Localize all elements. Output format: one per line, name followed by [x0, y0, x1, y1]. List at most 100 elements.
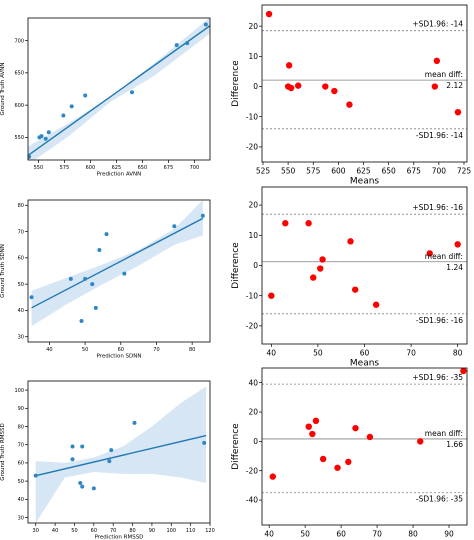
y-tick-label: 10 [248, 231, 258, 240]
y-tick-label: 40 [18, 497, 24, 503]
x-tick-label: 600 [86, 165, 96, 171]
y-tick-label: 50 [18, 282, 24, 288]
x-tick-label: 30 [33, 528, 39, 534]
data-point [454, 108, 462, 116]
x-tick-label: 90 [444, 530, 454, 539]
x-tick-label: 675 [407, 167, 422, 176]
y-tick-label: -40 [246, 496, 258, 505]
x-tick-label: 700 [190, 165, 200, 171]
y-tick-label: 50 [18, 479, 24, 485]
confidence-band [28, 18, 210, 160]
data-point [46, 130, 51, 135]
data-point [90, 282, 95, 287]
data-point [346, 101, 353, 108]
mean-difference-value: 1.66 [446, 440, 463, 449]
data-point [310, 274, 317, 281]
regression-line [35, 434, 207, 477]
data-point [287, 84, 295, 92]
x-tick-label: 50 [300, 530, 310, 539]
data-point [334, 464, 341, 471]
y-tick-label: 0 [253, 82, 258, 91]
data-point [39, 134, 44, 139]
x-tick-label: 120 [205, 528, 215, 534]
data-point [305, 220, 312, 227]
data-point [33, 473, 38, 478]
plot-area [28, 18, 210, 160]
plot-area [262, 368, 467, 494]
avnn-regression-panel: 550 575 600 625 650 675 700 550 600 650 700 Predict… [0, 17, 211, 178]
data-point [29, 295, 34, 300]
y-tick-label: 70 [18, 229, 24, 235]
data-point [200, 213, 205, 218]
data-point [319, 455, 327, 463]
data-point [309, 430, 316, 438]
mean-difference-value: 1.24 [446, 263, 463, 272]
data-point [43, 136, 48, 141]
axes-frame [27, 380, 211, 524]
y-tick-label: 80 [18, 424, 24, 430]
lower-limit-label: -SD1.96: -16 [416, 316, 463, 325]
upper-limit-label: +SD1.96: -16 [412, 203, 463, 212]
axes-frame [261, 4, 468, 163]
x-tick-label: 60 [360, 349, 370, 358]
plot-area [33, 386, 207, 523]
y-tick-label: 10 [248, 52, 258, 61]
data-point [282, 220, 289, 227]
x-tick-label: 80 [189, 347, 195, 353]
data-point [97, 247, 102, 252]
x-tick-label: 80 [129, 528, 135, 534]
data-point [417, 438, 424, 445]
x-tick-label: 60 [118, 347, 124, 353]
x-tick-label: 675 [164, 165, 174, 171]
data-point [91, 486, 96, 491]
data-point [203, 22, 208, 27]
data-point [460, 368, 467, 375]
data-point [83, 93, 88, 98]
x-tick-label: 60 [336, 530, 346, 539]
y-axis-label: Ground Truth RMSSD [0, 423, 6, 480]
data-point [83, 276, 88, 281]
y-tick-label: -10 [246, 112, 258, 121]
y-tick-label: 30 [18, 515, 24, 521]
data-point [285, 62, 293, 69]
data-point [28, 154, 32, 159]
axes-frame [27, 199, 211, 343]
x-axis-label: Prediction RMSSD [95, 535, 144, 540]
y-tick-label: 550 [14, 135, 24, 141]
data-point [130, 90, 134, 95]
confidence-band [35, 386, 207, 523]
x-tick-label: 40 [264, 530, 274, 539]
data-point [70, 457, 75, 462]
data-point [93, 305, 98, 310]
mean-difference-label: mean diff: [425, 252, 463, 261]
x-tick-label: 575 [60, 165, 70, 171]
x-tick-label: 90 [149, 528, 155, 534]
y-axis-label: Difference [231, 60, 241, 107]
plot-area [262, 213, 467, 315]
data-point [454, 241, 461, 248]
x-tick-label: 80 [453, 349, 463, 358]
x-tick-label: 60 [91, 528, 97, 534]
x-tick-label: 40 [52, 528, 58, 534]
x-axis-label: Means [350, 359, 380, 369]
data-point [322, 83, 329, 90]
x-tick-label: 650 [138, 165, 148, 171]
y-tick-label: 70 [18, 442, 24, 448]
x-axis-label: Prediction SDNN [96, 354, 141, 360]
y-tick-label: 60 [18, 256, 24, 262]
data-point [68, 276, 73, 281]
x-tick-label: 625 [112, 165, 122, 171]
y-tick-label: 0 [253, 437, 258, 446]
data-point [109, 448, 114, 453]
x-tick-label: 600 [331, 167, 346, 176]
x-tick-label: 100 [167, 528, 177, 534]
upper-limit-label: +SD1.96: -35 [412, 373, 463, 382]
data-point [69, 104, 74, 109]
x-tick-label: 40 [267, 349, 277, 358]
data-point [331, 87, 338, 95]
data-point [80, 444, 85, 449]
lower-limit-label: -SD1.96: -35 [416, 495, 463, 504]
data-point [172, 224, 177, 229]
data-point [347, 238, 354, 245]
y-tick-label: 80 [18, 203, 24, 209]
